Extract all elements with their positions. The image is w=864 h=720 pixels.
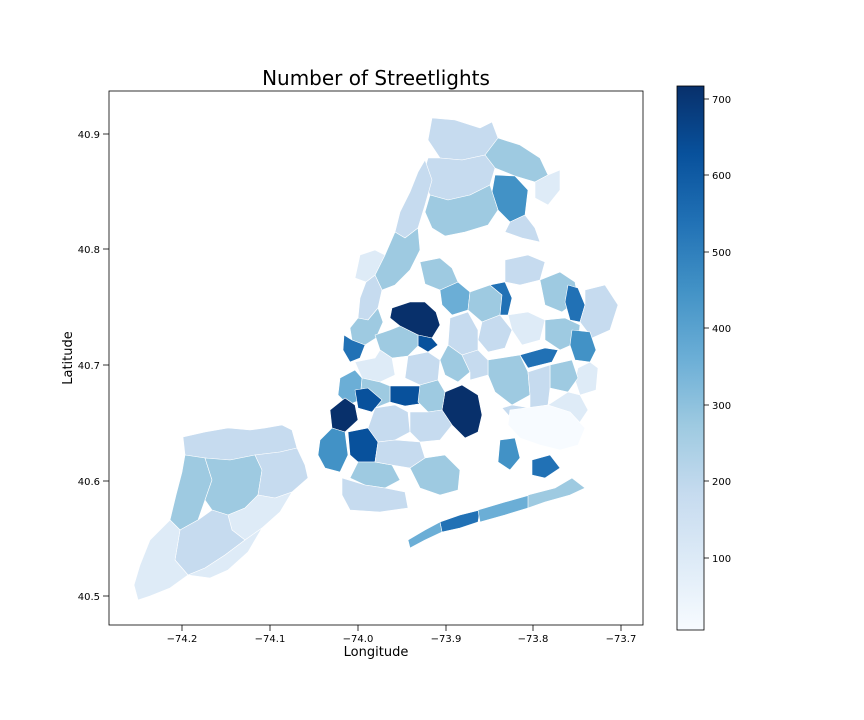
rk-region-jfk-east <box>497 437 521 471</box>
x-tick-label: −74.2 <box>167 634 198 645</box>
y-tick-label: 40.9 <box>78 130 100 141</box>
bk-region-red-hook <box>354 387 383 413</box>
qn-region-lic <box>419 257 459 291</box>
x-axis-label: Longitude <box>344 645 409 660</box>
colorbar: 100 200 300 400 500 600 700 <box>676 85 731 631</box>
bk-region-canarsie <box>409 409 453 443</box>
nyc-map <box>133 117 619 601</box>
queens <box>419 254 619 431</box>
x-tick-label: −73.9 <box>431 634 462 645</box>
manhattan <box>342 159 433 363</box>
x-tick-label: −73.8 <box>518 634 549 645</box>
si-region-tip <box>187 527 263 579</box>
rk-region-east <box>527 477 586 509</box>
brooklyn <box>317 301 483 513</box>
y-axis-label: Latitude <box>61 331 76 385</box>
y-tick-label: 40.8 <box>78 245 100 256</box>
bx-region-7 <box>534 169 561 206</box>
bk-region-bay-ridge <box>317 427 349 473</box>
si-region-east <box>254 447 309 499</box>
rk-region-far <box>531 454 561 479</box>
y-axis: 40.5 40.6 40.7 40.8 40.9 <box>78 130 109 603</box>
bx-region-5 <box>424 184 499 237</box>
rk-region-breezy <box>407 521 443 549</box>
colorbar-tick-label: 200 <box>712 477 731 488</box>
qn-region-19 <box>461 349 489 381</box>
x-tick-label: −73.7 <box>606 634 637 645</box>
qn-region-9 <box>507 311 546 346</box>
qn-region-15 <box>487 354 531 406</box>
y-tick-label: 40.5 <box>78 592 100 603</box>
bk-region-flatbush <box>367 404 411 443</box>
staten-island <box>133 424 309 601</box>
qn-region-jamaica <box>519 347 559 369</box>
bk-region-bedstuy <box>404 351 441 386</box>
y-tick-label: 40.7 <box>78 361 100 372</box>
colorbar-gradient <box>676 85 705 631</box>
rockaways <box>407 437 586 549</box>
colorbar-tick-label: 600 <box>712 171 731 182</box>
mn-region-lower <box>342 334 366 363</box>
colorbar-tick-label: 700 <box>712 95 731 106</box>
bk-region-coney <box>341 477 409 513</box>
qn-region-16 <box>527 364 551 409</box>
qn-region-little-neck <box>579 284 619 339</box>
bk-region-marine-park <box>409 454 461 496</box>
colorbar-tick-label: 400 <box>712 324 731 335</box>
chart-title: Number of Streetlights <box>262 66 490 90</box>
si-region-southwest <box>133 519 189 601</box>
x-axis: −74.2 −74.1 −74.0 −73.9 −73.8 −73.7 <box>167 625 637 645</box>
x-tick-label: −74.1 <box>255 634 286 645</box>
y-tick-label: 40.6 <box>78 477 100 488</box>
bx-region-6 <box>504 214 541 243</box>
colorbar-tick-label: 300 <box>712 401 731 412</box>
jfk-airport <box>507 404 586 451</box>
x-tick-label: −74.0 <box>343 634 374 645</box>
mn-region-uws-west <box>354 249 386 283</box>
bk-region-greenpoint <box>389 301 441 339</box>
bronx <box>421 117 561 243</box>
colorbar-tick-label: 100 <box>712 554 731 565</box>
colorbar-tick-label: 500 <box>712 248 731 259</box>
qn-region-4 <box>504 254 546 286</box>
